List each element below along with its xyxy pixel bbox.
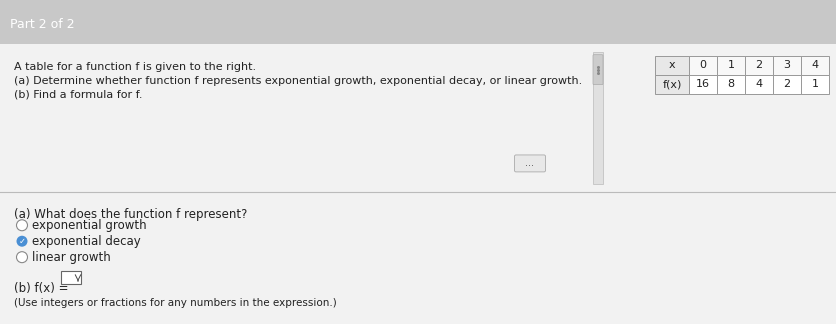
FancyBboxPatch shape [745, 56, 773, 75]
FancyBboxPatch shape [801, 75, 829, 94]
Text: (a) Determine whether function f represents exponential growth, exponential deca: (a) Determine whether function f represe… [14, 76, 582, 86]
FancyBboxPatch shape [773, 56, 801, 75]
FancyBboxPatch shape [0, 44, 836, 192]
FancyBboxPatch shape [801, 56, 829, 75]
FancyBboxPatch shape [745, 75, 773, 94]
Text: linear growth: linear growth [32, 251, 110, 264]
Text: 0: 0 [700, 60, 706, 70]
Text: (a) What does the function f represent?: (a) What does the function f represent? [14, 208, 247, 221]
Text: (Use integers or fractions for any numbers in the expression.): (Use integers or fractions for any numbe… [14, 298, 337, 308]
Circle shape [17, 220, 28, 231]
FancyBboxPatch shape [593, 52, 603, 184]
FancyBboxPatch shape [689, 75, 717, 94]
FancyBboxPatch shape [0, 192, 836, 324]
Text: 8: 8 [727, 79, 735, 89]
FancyBboxPatch shape [717, 56, 745, 75]
FancyBboxPatch shape [655, 56, 689, 75]
Text: f(x): f(x) [662, 79, 681, 89]
Text: 2: 2 [783, 79, 791, 89]
Text: 3: 3 [783, 60, 791, 70]
FancyBboxPatch shape [717, 75, 745, 94]
Text: 4: 4 [812, 60, 818, 70]
Text: ✓: ✓ [18, 237, 26, 246]
Text: Part 2 of 2: Part 2 of 2 [10, 17, 74, 30]
FancyBboxPatch shape [773, 75, 801, 94]
Text: A table for a function f is given to the right.: A table for a function f is given to the… [14, 62, 256, 72]
Text: exponential growth: exponential growth [32, 219, 146, 232]
FancyBboxPatch shape [655, 75, 689, 94]
Text: ...: ... [526, 158, 534, 168]
Text: (b) f(x) =: (b) f(x) = [14, 282, 69, 295]
FancyBboxPatch shape [61, 271, 81, 284]
FancyBboxPatch shape [689, 56, 717, 75]
FancyBboxPatch shape [514, 155, 546, 172]
Text: 4: 4 [756, 79, 762, 89]
Text: 2: 2 [756, 60, 762, 70]
Text: 1: 1 [727, 60, 735, 70]
Text: x: x [669, 60, 675, 70]
FancyBboxPatch shape [593, 55, 603, 85]
Text: 16: 16 [696, 79, 710, 89]
Circle shape [17, 252, 28, 263]
Text: exponential decay: exponential decay [32, 235, 140, 248]
Text: 1: 1 [812, 79, 818, 89]
Circle shape [17, 236, 28, 247]
Text: (b) Find a formula for f.: (b) Find a formula for f. [14, 90, 142, 99]
